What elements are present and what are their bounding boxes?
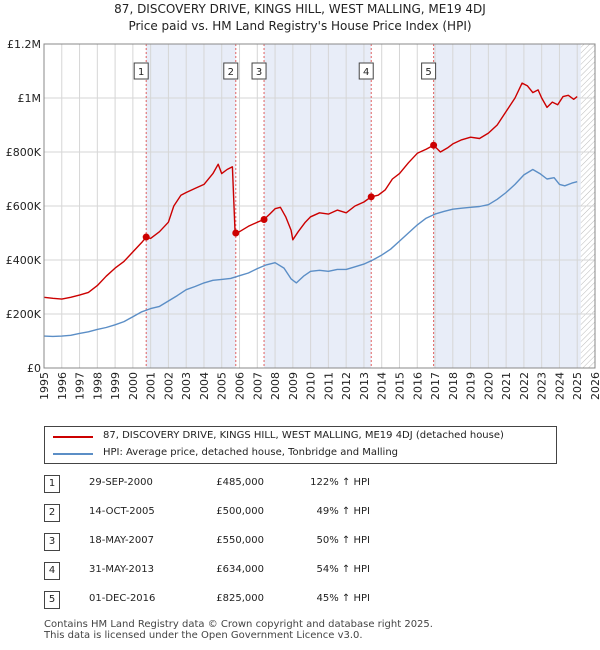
x-tick-label: 2022: [518, 372, 531, 400]
x-tick-label: 2006: [234, 372, 247, 400]
footer-copyright: Contains HM Land Registry data © Crown c…: [44, 619, 433, 630]
x-tick-label: 2000: [127, 372, 140, 400]
y-tick-label: £1M: [18, 92, 42, 105]
sale-number-badge: 2: [44, 504, 60, 522]
x-tick-label: 2021: [500, 372, 513, 400]
sale-number-label: 3: [256, 67, 262, 78]
sale-point: [142, 233, 150, 241]
sale-price: £485,000: [216, 477, 264, 488]
sale-number-box: [421, 62, 437, 80]
y-tick-label: £600K: [6, 200, 42, 213]
sale-number-badge: 3: [44, 533, 60, 551]
sale-number-badge: 4: [44, 562, 60, 580]
sale-point: [260, 216, 268, 223]
sale-price: £634,000: [216, 564, 264, 575]
sale-point: [430, 141, 438, 149]
chart-title: 87, DISCOVERY DRIVE, KINGS HILL, WEST MA…: [114, 2, 486, 16]
sale-hpi-diff: 54% ↑ HPI: [316, 564, 370, 575]
table-row: 2 14-OCT-2005 £500,000 49% ↑ HPI: [44, 503, 564, 523]
x-tick-label: 1997: [74, 372, 87, 400]
legend-label-property: 87, DISCOVERY DRIVE, KINGS HILL, WEST MA…: [103, 430, 504, 441]
x-tick-label: 1996: [56, 372, 69, 400]
x-tick-label: 2026: [589, 372, 600, 400]
table-row: 4 31-MAY-2013 £634,000 54% ↑ HPI: [44, 561, 564, 581]
y-tick-label: £200K: [6, 308, 42, 321]
x-tick-label: 2015: [393, 372, 406, 400]
x-tick-label: 2010: [305, 372, 318, 400]
sale-number-badge: 5: [44, 591, 60, 609]
table-row: 3 18-MAY-2007 £550,000 50% ↑ HPI: [44, 532, 564, 552]
x-tick-label: 2008: [269, 372, 282, 400]
x-tick-label: 2017: [429, 372, 442, 400]
sale-number-label: 1: [138, 67, 144, 78]
sale-price: £550,000: [216, 535, 264, 546]
x-tick-label: 2012: [340, 372, 353, 400]
plot-frame: [43, 43, 596, 369]
footer: Contains HM Land Registry data © Crown c…: [44, 619, 433, 641]
x-tick-label: 1995: [38, 372, 51, 400]
sale-number-box: [251, 62, 267, 80]
table-row: 5 01-DEC-2016 £825,000 45% ↑ HPI: [44, 590, 564, 610]
table-row: 1 29-SEP-2000 £485,000 122% ↑ HPI: [44, 474, 564, 494]
x-tick-label: 2009: [287, 372, 300, 400]
sale-number-badge: 1: [44, 475, 60, 493]
legend-swatch-hpi: [53, 453, 93, 455]
x-tick-label: 2023: [536, 372, 549, 400]
x-tick-label: 2014: [376, 372, 389, 400]
sale-date: 29-SEP-2000: [89, 477, 153, 488]
price-chart: 1 2 3 4 5 £0 £200K £400K £600K £800K £1M £1.2M 1995 1…: [6, 38, 600, 400]
x-tick-label: 2007: [251, 372, 264, 400]
sale-number-box: [358, 62, 374, 80]
sale-number-box: [223, 62, 239, 80]
x-tick-label: 2004: [198, 372, 211, 400]
x-tick-label: 2001: [145, 372, 158, 400]
x-tick-label: 2005: [216, 372, 229, 400]
x-tick-label: 2011: [322, 372, 335, 400]
legend: 87, DISCOVERY DRIVE, KINGS HILL, WEST MA…: [44, 426, 557, 464]
sale-point: [367, 193, 375, 201]
x-tick-label: 2019: [465, 372, 478, 400]
sale-price: £500,000: [216, 506, 264, 517]
sale-number-label: 2: [228, 67, 234, 78]
footer-licence: This data is licensed under the Open Gov…: [44, 630, 363, 641]
sale-date: 01-DEC-2016: [89, 593, 156, 604]
series-line-hpi: [43, 168, 578, 338]
sale-date: 31-MAY-2013: [89, 564, 155, 575]
sale-date: 18-MAY-2007: [89, 535, 155, 546]
sale-number-box: [133, 62, 149, 80]
x-tick-label: 2018: [447, 372, 460, 400]
sale-hpi-diff: 122% ↑ HPI: [310, 477, 370, 488]
x-tick-label: 2013: [358, 372, 371, 400]
sale-hpi-diff: 50% ↑ HPI: [316, 535, 370, 546]
sale-hpi-diff: 49% ↑ HPI: [316, 506, 370, 517]
sale-hpi-diff: 45% ↑ HPI: [316, 593, 370, 604]
y-tick-label: £800K: [6, 146, 42, 159]
sale-point: [232, 229, 240, 237]
y-tick-label: £0: [27, 362, 41, 375]
legend-label-hpi: HPI: Average price, detached house, Tonb…: [103, 447, 399, 458]
x-tick-label: 2020: [482, 372, 495, 400]
sale-number-label: 5: [425, 67, 431, 78]
legend-swatch-property: [53, 436, 93, 438]
x-tick-label: 2002: [162, 372, 175, 400]
x-tick-label: 2016: [411, 372, 424, 400]
y-tick-label: £400K: [6, 254, 42, 267]
x-tick-label: 1998: [91, 372, 104, 400]
sale-price: £825,000: [216, 593, 264, 604]
chart-subtitle: Price paid vs. HM Land Registry's House …: [128, 19, 472, 33]
x-tick-label: 2003: [180, 372, 193, 400]
x-tick-label: 2025: [571, 372, 584, 400]
y-tick-label: £1.2M: [7, 38, 41, 51]
sale-date: 14-OCT-2005: [89, 506, 155, 517]
x-tick-label: 2024: [553, 372, 566, 400]
sale-number-label: 4: [363, 67, 369, 78]
x-tick-label: 1999: [109, 372, 122, 400]
